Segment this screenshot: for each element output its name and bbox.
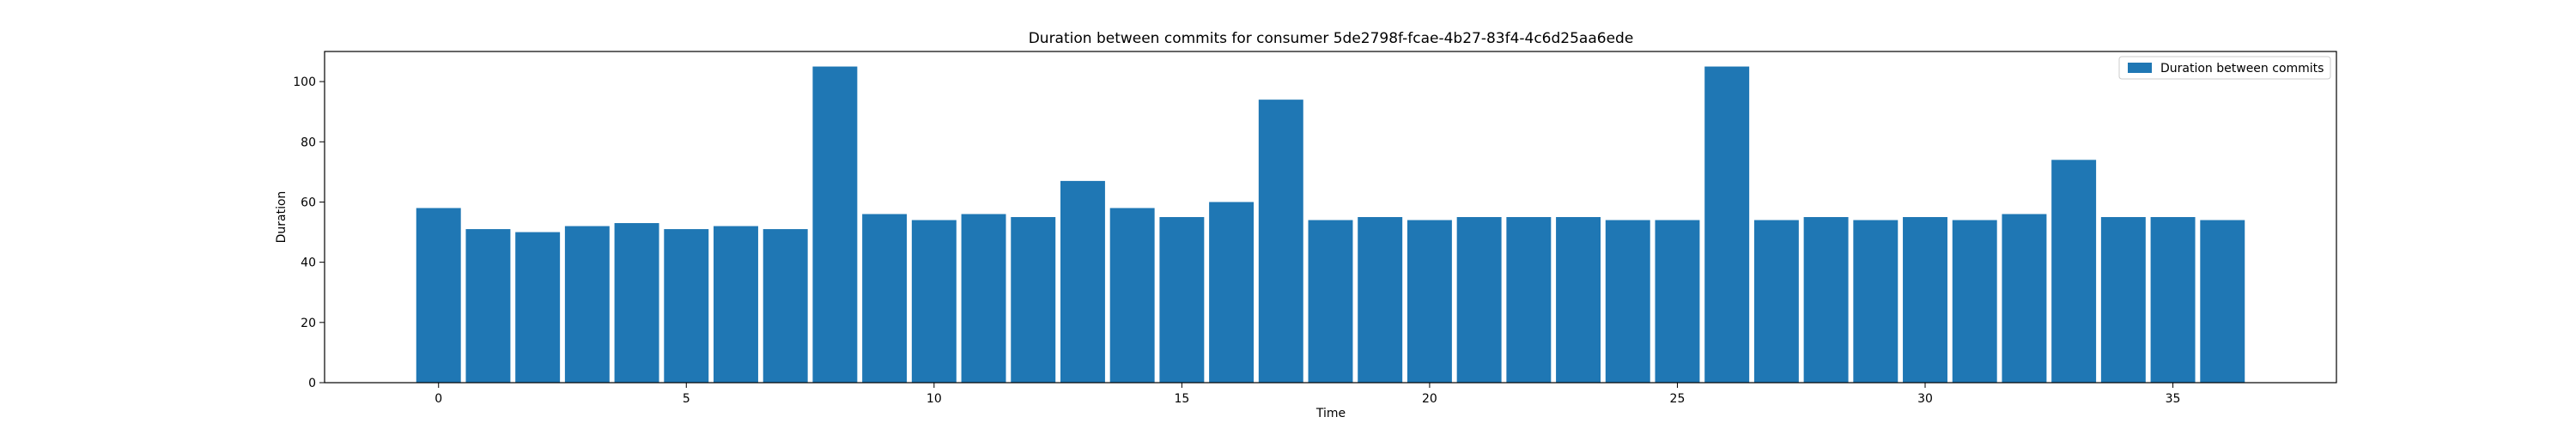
bar [1308,220,1353,383]
x-tick-label: 25 [1670,392,1686,406]
bar [1209,202,1255,383]
bar [564,226,610,383]
x-tick-label: 30 [1917,392,1933,406]
bar [862,214,908,383]
bar [1011,217,1056,383]
y-tick-label: 0 [308,377,316,390]
bar [1258,100,1303,384]
bar [762,229,808,383]
bar [1803,217,1849,383]
bar [465,229,511,383]
bar [1853,220,1899,383]
bar [1406,220,1452,383]
chart-title: Duration between commits for consumer 5d… [1029,30,1634,47]
bar [664,229,709,383]
plot-frame [324,51,2337,384]
x-ticks: 0 5 10 15 20 25 30 35 [434,383,2180,406]
bar [2051,160,2097,383]
bar [1952,220,1997,383]
legend-frame [2118,56,2331,80]
x-axis-label: Time [1315,407,1346,420]
legend-label: Duration between commits [2160,62,2324,76]
bar [812,66,858,383]
bar [1704,66,1750,383]
bar [1159,217,1205,383]
bar [1556,217,1601,383]
bar [1506,217,1552,383]
y-tick-label: 60 [301,196,316,209]
bar [1060,180,1105,383]
y-axis-label: Duration [275,191,289,244]
bar [714,226,758,383]
x-tick-label: 20 [1422,392,1437,406]
y-tick-label: 40 [301,257,316,270]
bar [614,223,659,383]
y-tick-label: 20 [301,317,316,330]
x-tick-label: 10 [927,392,942,406]
y-ticks: 0 20 40 60 80 100 [293,76,325,390]
bar [1109,208,1155,383]
bar [416,208,461,383]
y-tick-label: 80 [301,136,316,149]
bar [911,220,957,383]
bar [515,232,561,383]
bar [2150,217,2196,383]
bar [961,214,1006,383]
bar [1358,217,1403,383]
bar [1655,220,1700,383]
x-tick-label: 5 [683,392,690,406]
x-tick-label: 35 [2166,392,2181,406]
bar [2002,214,2047,383]
bar [1903,217,1947,383]
bars-group [416,66,2245,384]
y-tick-label: 100 [293,76,316,89]
bar [2200,220,2245,383]
x-tick-label: 15 [1174,392,1189,406]
bar [1753,220,1799,383]
legend-swatch [2128,63,2152,73]
bar [1605,220,1650,383]
bar [1456,217,1502,383]
legend: Duration between commits [2118,56,2331,80]
x-tick-label: 0 [434,392,442,406]
bar [2100,217,2146,383]
